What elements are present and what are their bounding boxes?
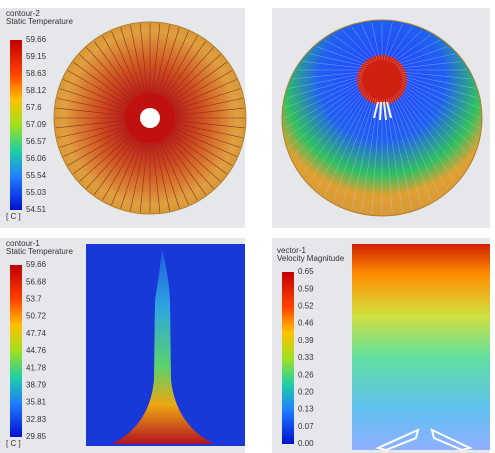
figure: contour-2Static Temperature59.6659.1558.… xyxy=(0,0,495,453)
colorbar-tick-label: 0.13 xyxy=(298,405,314,414)
colorbar-tick-label: 44.76 xyxy=(26,346,47,355)
unit-label: [ C ] xyxy=(6,439,21,448)
colorbar-tick-label: 55.03 xyxy=(26,188,47,197)
colorbar xyxy=(10,40,22,210)
colorbar-tick-label: 58.63 xyxy=(26,69,47,78)
colorbar-tick-label: 57.6 xyxy=(26,103,42,112)
colorbar-tick-label: 58.12 xyxy=(26,86,47,95)
legend-subtitle: Velocity Magnitude xyxy=(277,254,345,263)
colorbar-tick-label: 29.85 xyxy=(26,432,47,441)
colorbar-tick-label: 38.79 xyxy=(26,381,47,390)
unit-label: [ C ] xyxy=(6,212,21,221)
colorbar xyxy=(282,272,294,444)
vector-field xyxy=(352,244,490,450)
colorbar-tick-label: 41.78 xyxy=(26,363,47,372)
legend-subtitle: Static Temperature xyxy=(6,247,74,256)
colorbar-tick-label: 59.15 xyxy=(26,52,47,61)
colorbar-tick-label: 56.57 xyxy=(26,137,47,146)
colorbar-tick-label: 0.07 xyxy=(298,422,314,431)
colorbar-tick-label: 56.06 xyxy=(26,154,47,163)
colorbar-tick-label: 53.7 xyxy=(26,295,42,304)
disk-contour xyxy=(54,22,246,214)
colorbar-tick-label: 59.66 xyxy=(26,35,47,44)
colorbar-tick-label: 55.54 xyxy=(26,171,47,180)
colorbar-tick-label: 32.83 xyxy=(26,415,47,424)
colorbar-tick-label: 0.20 xyxy=(298,388,314,397)
colorbar-tick-label: 0.26 xyxy=(298,370,314,379)
colorbar-tick-label: 35.81 xyxy=(26,398,47,407)
colorbar-tick-label: 0.52 xyxy=(298,302,314,311)
colorbar-tick-label: 0.46 xyxy=(298,319,314,328)
colorbar-tick-label: 0.39 xyxy=(298,336,314,345)
colorbar-tick-label: 0.65 xyxy=(298,267,314,276)
colorbar-tick-label: 47.74 xyxy=(26,329,47,338)
colorbar-tick-label: 0.00 xyxy=(298,439,314,448)
colorbar-tick-label: 59.66 xyxy=(26,260,47,269)
colorbar-tick-label: 0.59 xyxy=(298,284,314,293)
colorbar-tick-label: 56.68 xyxy=(26,277,47,286)
colorbar-tick-label: 50.72 xyxy=(26,312,47,321)
colorbar xyxy=(10,265,22,437)
colorbar-tick-label: 54.51 xyxy=(26,205,47,214)
disk-contour xyxy=(282,20,482,216)
colorbar-tick-label: 57.09 xyxy=(26,120,47,129)
colorbar-tick-label: 0.33 xyxy=(298,353,314,362)
legend-subtitle: Static Temperature xyxy=(6,17,74,26)
